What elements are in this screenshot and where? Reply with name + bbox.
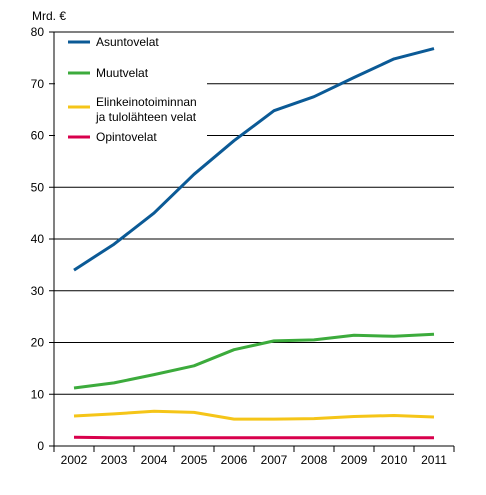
x-tick-label: 2007 [261, 453, 288, 467]
x-tick-label: 2003 [101, 453, 128, 467]
series-line-opintovelat [73, 435, 434, 440]
legend-label: Opintovelat [96, 130, 157, 144]
y-tick-label: 30 [31, 284, 45, 298]
x-tick-label: 2008 [301, 453, 328, 467]
x-tick-label: 2005 [181, 453, 208, 467]
x-tick-label: 2006 [221, 453, 248, 467]
axes [49, 31, 455, 452]
y-tick-label: 10 [31, 387, 45, 401]
y-axis-unit-label: Mrd. € [32, 9, 66, 23]
y-tick-label: 20 [31, 336, 45, 350]
series-line-elinkeinotoiminnan-ja-tulol-hteen-velat [73, 409, 435, 421]
y-tick-label: 0 [37, 439, 44, 453]
y-tick-label: 40 [31, 232, 45, 246]
series-line-muutvelat [73, 332, 435, 390]
series-lines [73, 47, 435, 440]
legend-label: ja tulolähteen velat [95, 110, 197, 124]
legend-label: Muutvelat [96, 66, 149, 80]
legend: Asuntovelat Muutvelat Elinkeinotoiminnanja… [55, 33, 207, 151]
legend-background [55, 33, 207, 151]
series-line-asuntovelat [73, 47, 435, 272]
x-tick-label: 2009 [341, 453, 368, 467]
y-tick-labels: 0 10 20 30 40 50 60 70 80 [31, 25, 45, 453]
x-tick-label: 2011 [421, 453, 447, 467]
y-tick-label: 50 [31, 180, 45, 194]
y-tick-label: 80 [31, 25, 45, 39]
y-tick-label: 60 [31, 129, 45, 143]
x-tick-labels: 2002 2003 2004 2005 2006 2007 2008 2009 2010 2011 [61, 453, 448, 467]
legend-label: Asuntovelat [96, 35, 159, 49]
x-tick-label: 2002 [61, 453, 88, 467]
y-tick-label: 70 [31, 77, 45, 91]
x-tick-label: 2004 [141, 453, 168, 467]
x-tick-label: 2010 [381, 453, 408, 467]
legend-label: Elinkeinotoiminnan [96, 95, 197, 109]
